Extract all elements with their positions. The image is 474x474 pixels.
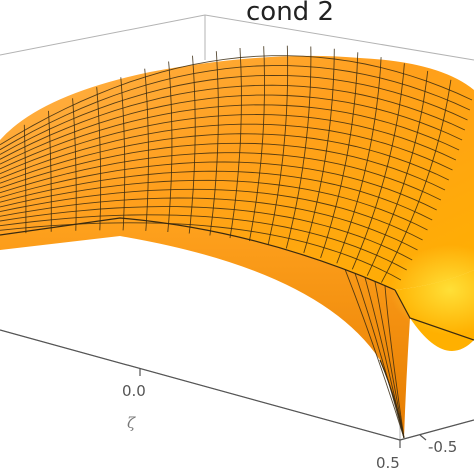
- mesh-line-v-10: [0, 142, 446, 191]
- surface-highlight: [390, 245, 474, 335]
- mesh-line-v-19: [0, 222, 402, 281]
- mesh-line-side-5: [344, 269, 405, 439]
- mesh-line-v-11: [0, 152, 442, 201]
- y-tick-mark-0: [419, 434, 427, 441]
- mesh-line-v-15: [0, 188, 423, 241]
- mesh-line-u-12: [267, 45, 289, 245]
- mesh-line-v-18: [0, 214, 407, 271]
- surface-edge-spike: [379, 359, 405, 439]
- mesh-line-u-19: [381, 79, 452, 283]
- mesh-line-side-1: [384, 285, 405, 439]
- mesh-line-u-17: [351, 63, 405, 270]
- mesh-line-v-16: [0, 197, 418, 251]
- x-tick-label-1: 0.5: [376, 454, 400, 472]
- surface-edge-front: [0, 217, 396, 291]
- mesh-line-u-15: [320, 52, 359, 259]
- x-tick-label-0: 0.0: [122, 382, 146, 400]
- y-tick-label-0: -0.5: [428, 438, 457, 456]
- mesh-line-u-11: [248, 46, 265, 242]
- x-axis-label: ζ: [127, 414, 136, 432]
- mesh-line-u-16: [336, 57, 382, 264]
- mesh-line-u-18: [366, 70, 429, 276]
- mesh-line-v-13: [0, 170, 433, 221]
- surface-edge-corner: [394, 289, 474, 341]
- surface-side-front: [0, 218, 410, 438]
- chart-title: cond 2: [246, 0, 334, 27]
- box-edge-top-right: [204, 14, 474, 61]
- axes: 0.0 0.5 -0.5 ζ: [0, 329, 474, 472]
- y-axis-line: [399, 419, 474, 441]
- box-edge-top-back: [0, 14, 206, 56]
- mesh-line-side-2: [374, 281, 405, 439]
- x-axis-line: [0, 329, 401, 441]
- surface: [0, 45, 474, 439]
- surface-mesh: [0, 45, 473, 439]
- mesh-line-v-17: [0, 206, 413, 261]
- mesh-line-v-12: [0, 161, 437, 211]
- mesh-line-u-13: [285, 46, 312, 249]
- mesh-line-side-4: [354, 273, 405, 439]
- mesh-line-v-14: [0, 179, 428, 231]
- mesh-line-u-14: [303, 48, 335, 254]
